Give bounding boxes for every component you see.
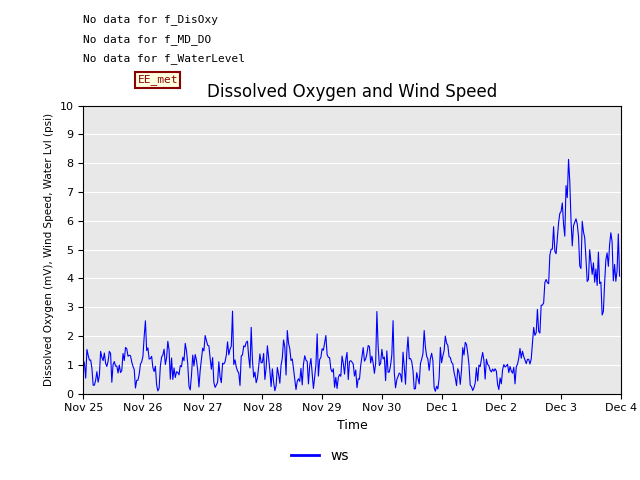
Text: No data for f_DisOxy: No data for f_DisOxy [83,14,218,25]
Legend: ws: ws [285,443,355,468]
X-axis label: Time: Time [337,419,367,432]
Text: EE_met: EE_met [138,74,178,85]
Text: No data for f_MD_DO: No data for f_MD_DO [83,34,211,45]
Title: Dissolved Oxygen and Wind Speed: Dissolved Oxygen and Wind Speed [207,83,497,101]
Text: No data for f_WaterLevel: No data for f_WaterLevel [83,53,245,64]
Y-axis label: Dissolved Oxygen (mV), Wind Speed, Water Lvl (psi): Dissolved Oxygen (mV), Wind Speed, Water… [44,113,54,386]
